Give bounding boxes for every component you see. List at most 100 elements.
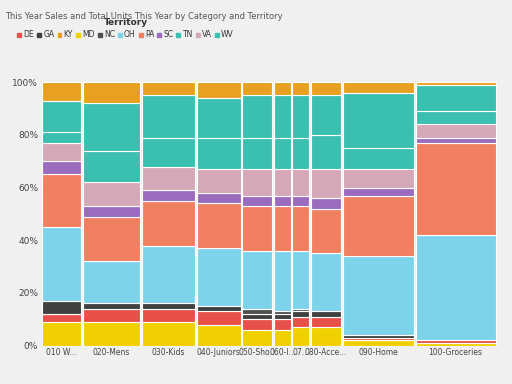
Bar [311,135,341,169]
Bar [197,306,241,311]
Bar [311,311,341,317]
Bar [197,248,241,306]
Legend: DE, GA, KY, MD, NC, OH, PA, SC, TN, VA, WV: DE, GA, KY, MD, NC, OH, PA, SC, TN, VA, … [17,18,234,40]
Bar [292,169,309,195]
Bar [292,195,309,206]
Bar [274,96,291,137]
Bar [311,327,341,346]
Bar [42,132,81,143]
Bar [343,195,414,256]
Text: This Year Sales and Total Units This Year by Category and Territory: This Year Sales and Total Units This Yea… [5,12,283,20]
Bar [292,82,309,96]
Bar [292,317,309,327]
Bar [343,188,414,195]
Bar [197,193,241,204]
Bar [83,206,140,217]
Bar [416,82,496,85]
Bar [142,303,195,309]
Bar [416,85,496,111]
Bar [343,169,414,188]
Bar [197,82,241,98]
Bar [274,82,291,96]
Bar [311,253,341,311]
Bar [416,343,496,346]
Bar [242,314,272,319]
Bar [343,335,414,338]
Bar [197,98,241,137]
Bar [343,256,414,335]
Bar [343,93,414,148]
Bar [142,167,195,190]
Bar [83,262,140,303]
Bar [311,317,341,327]
Bar [83,309,140,322]
Bar [83,217,140,262]
Bar [274,137,291,169]
Bar [242,206,272,251]
Bar [83,322,140,346]
Bar [416,340,496,343]
Bar [142,322,195,346]
Bar [416,137,496,143]
Bar [242,319,272,330]
Bar [311,169,341,198]
Bar [197,204,241,248]
Bar [142,309,195,322]
Bar [292,309,309,311]
Bar [197,169,241,193]
Bar [83,82,140,103]
Bar [343,82,414,93]
Bar [242,169,272,195]
Bar [311,209,341,253]
Bar [42,322,81,346]
Bar [292,251,309,309]
Bar [42,174,81,227]
Bar [197,311,241,324]
Bar [343,338,414,340]
Bar [292,96,309,137]
Bar [142,245,195,303]
Bar [142,96,195,137]
Bar [274,319,291,330]
Bar [242,137,272,169]
Bar [274,251,291,311]
Bar [242,96,272,137]
Bar [197,137,241,169]
Bar [274,314,291,319]
Bar [83,151,140,182]
Bar [83,182,140,206]
Bar [292,206,309,251]
Bar [311,198,341,209]
Bar [292,311,309,317]
Bar [197,324,241,346]
Bar [274,206,291,251]
Bar [83,103,140,151]
Bar [42,82,81,101]
Bar [42,301,81,314]
Bar [242,309,272,314]
Bar [274,330,291,346]
Bar [83,303,140,309]
Bar [274,311,291,314]
Bar [242,195,272,206]
Bar [242,82,272,96]
Bar [242,251,272,309]
Bar [42,161,81,174]
Bar [142,201,195,245]
Bar [42,314,81,322]
Bar [292,137,309,169]
Bar [416,124,496,137]
Bar [142,190,195,201]
Bar [42,143,81,161]
Bar [343,148,414,169]
Bar [274,195,291,206]
Bar [416,235,496,340]
Bar [311,82,341,96]
Bar [142,82,195,96]
Bar [274,169,291,195]
Bar [416,143,496,235]
Bar [311,96,341,135]
Bar [142,137,195,167]
Bar [416,111,496,124]
Bar [42,101,81,132]
